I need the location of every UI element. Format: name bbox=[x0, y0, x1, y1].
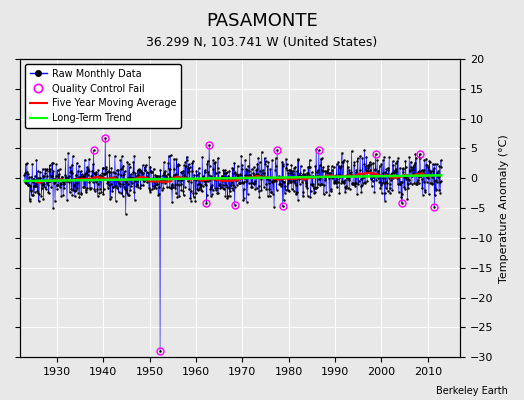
Legend: Raw Monthly Data, Quality Control Fail, Five Year Moving Average, Long-Term Tren: Raw Monthly Data, Quality Control Fail, … bbox=[25, 64, 181, 128]
Text: 36.299 N, 103.741 W (United States): 36.299 N, 103.741 W (United States) bbox=[146, 36, 378, 49]
Y-axis label: Temperature Anomaly (°C): Temperature Anomaly (°C) bbox=[499, 134, 509, 282]
Text: PASAMONTE: PASAMONTE bbox=[206, 12, 318, 30]
Text: Berkeley Earth: Berkeley Earth bbox=[436, 386, 508, 396]
